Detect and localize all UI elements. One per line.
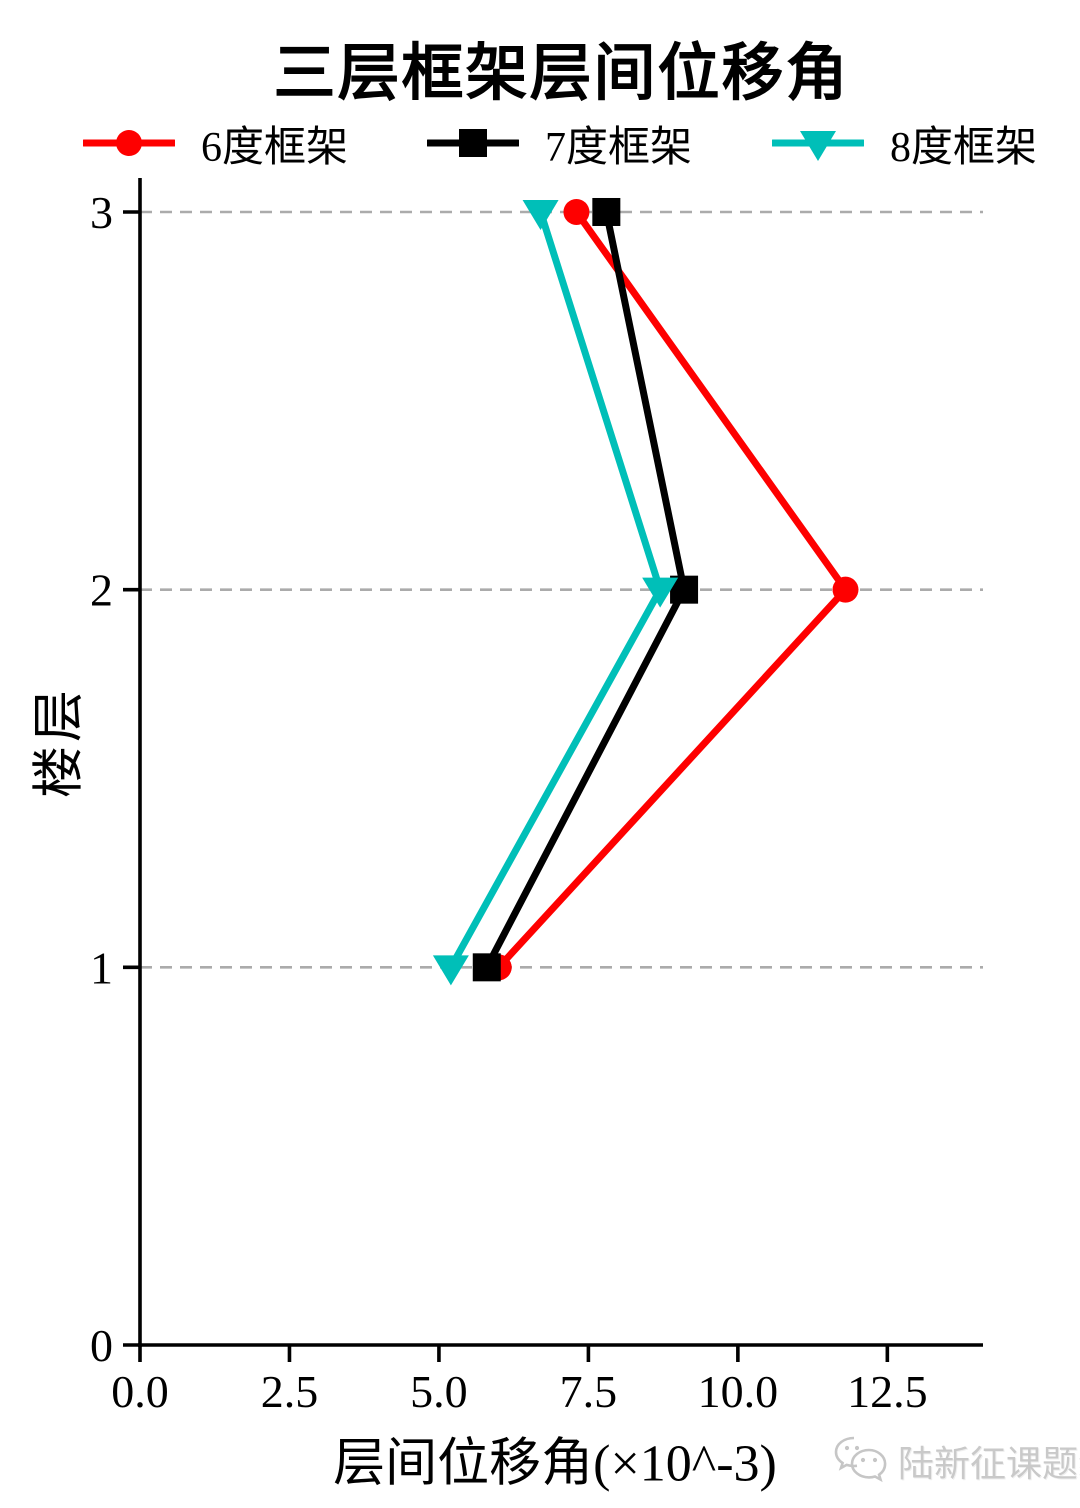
x-tick-label: 5.0: [410, 1366, 468, 1417]
x-tick-label: 2.5: [261, 1366, 319, 1417]
square-marker: [592, 197, 621, 226]
triangle-down-marker: [642, 577, 679, 608]
triangle-down-marker: [522, 199, 559, 230]
legend-label-6du: 6度框架: [201, 124, 349, 171]
chart-legend: 6度框架 7度框架 8度框架: [0, 112, 1080, 174]
triangle-down-marker: [432, 955, 469, 986]
circle-marker-icon: [83, 130, 175, 156]
y-tick-label: 1: [90, 942, 113, 993]
y-tick-label: 3: [90, 187, 113, 238]
legend-item-8du: 8度框架: [772, 112, 1037, 174]
x-tick-label: 0.0: [111, 1366, 169, 1417]
watermark: 陆新征课题组: [832, 1432, 1080, 1490]
triangle-down-marker-icon: [772, 131, 864, 161]
y-axis-title: 楼层: [31, 685, 89, 799]
y-tick-label: 2: [90, 565, 113, 616]
circle-marker: [563, 198, 590, 225]
x-axis-title: 层间位移角(×10^-3): [333, 1435, 777, 1493]
legend-label-8du: 8度框架: [890, 124, 1038, 171]
wechat-icon: [834, 1436, 887, 1483]
legend-item-7du: 7度框架: [427, 112, 692, 174]
x-tick-label: 7.5: [560, 1366, 618, 1417]
legend-item-6du: 6度框架: [83, 112, 348, 174]
circle-marker: [832, 576, 859, 603]
square-marker-icon: [427, 129, 519, 157]
legend-label-7du: 7度框架: [545, 124, 693, 171]
x-tick-label: 10.0: [698, 1366, 779, 1417]
triangle-down-marker: [800, 131, 836, 161]
circle-marker: [116, 130, 142, 156]
y-tick-label: 0: [90, 1320, 113, 1371]
x-tick-label: 12.5: [847, 1366, 928, 1417]
chart-title: 三层框架层间位移角: [273, 40, 850, 108]
square-marker: [472, 953, 501, 982]
watermark-text: 陆新征课题组: [898, 1443, 1080, 1484]
square-marker: [459, 129, 487, 157]
